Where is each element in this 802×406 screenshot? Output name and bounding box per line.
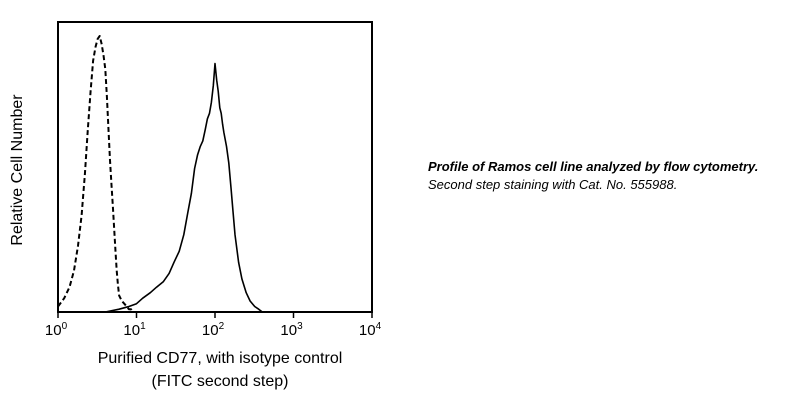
x-tick-label: 102	[202, 321, 225, 339]
caption-title: Profile of Ramos cell line analyzed by f…	[428, 159, 759, 174]
series-layer	[57, 35, 270, 313]
x-tick-label: 101	[123, 321, 146, 339]
x-axis-label-line2: (FITC second step)	[151, 373, 289, 390]
x-axis-label-line1: Purified CD77, with isotype control	[97, 350, 343, 367]
figure-caption: Profile of Ramos cell line analyzed by f…	[428, 158, 798, 194]
isotype-control-histogram	[57, 35, 137, 313]
caption-body: Second step staining with Cat. No. 55598…	[428, 177, 678, 192]
x-tick-label: 104	[359, 321, 382, 339]
cd77-histogram	[105, 62, 270, 313]
x-tick-label: 100	[45, 321, 68, 339]
histogram-plot: 100 101 102 103 104	[45, 21, 382, 339]
figure-panel: 100 101 102 103 104 Relative Cell Number Pur…	[9, 21, 382, 390]
y-axis-label: Relative Cell Number	[9, 94, 26, 246]
x-axis-ticks: 100 101 102 103 104	[45, 312, 382, 339]
x-tick-label: 103	[280, 321, 303, 339]
